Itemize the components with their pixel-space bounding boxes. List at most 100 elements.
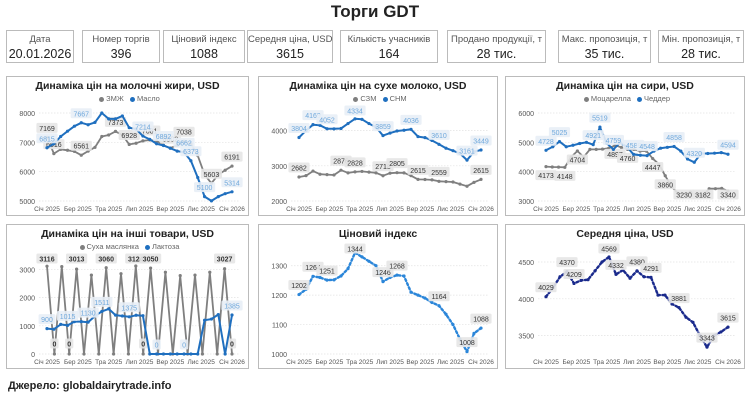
data-point: [332, 173, 336, 177]
y-tick-label: 3000: [518, 199, 534, 206]
data-point: [168, 146, 172, 150]
data-point: [230, 313, 234, 317]
data-label: 5603: [200, 168, 223, 179]
data-label: 1015: [56, 310, 79, 321]
kpi-value: 164: [378, 47, 400, 61]
svg-text:1268: 1268: [389, 264, 405, 271]
x-tick-label: Тра 2025: [593, 206, 620, 213]
data-label: 3060: [95, 253, 117, 264]
kpi-label: Мін. пропозиція, т: [661, 34, 741, 45]
svg-text:3027: 3027: [217, 257, 233, 264]
data-point: [479, 326, 483, 330]
data-point: [193, 273, 197, 277]
data-label: 4548: [636, 141, 658, 152]
data-point: [416, 134, 420, 139]
svg-text:7038: 7038: [176, 130, 192, 137]
x-tick-label: Вер 2025: [653, 206, 681, 213]
svg-text:0: 0: [67, 342, 71, 349]
svg-text:6373: 6373: [183, 149, 199, 156]
data-point: [52, 151, 56, 156]
data-point: [59, 322, 63, 327]
svg-text:5603: 5603: [204, 172, 220, 179]
data-point: [223, 267, 227, 271]
data-point: [311, 123, 315, 127]
data-point: [635, 269, 639, 273]
data-point: [59, 134, 63, 139]
data-point: [600, 260, 604, 264]
data-point: [175, 149, 179, 153]
data-point: [75, 267, 79, 271]
svg-text:7214: 7214: [135, 125, 151, 132]
x-tick-label: Бер 2025: [315, 359, 343, 366]
legend-label: СЗМ: [360, 94, 377, 103]
chart-price-index: 1000 1100 1200 1300 Січ 2025 Бер 2025 Тра 2025…: [258, 224, 498, 369]
data-point: [607, 255, 611, 259]
data-point: [45, 146, 49, 150]
data-point: [200, 352, 204, 356]
data-point: [223, 352, 227, 356]
data-label: 1511: [91, 296, 113, 307]
data-point: [297, 135, 301, 140]
data-label: 6928: [118, 129, 140, 140]
data-point: [72, 124, 77, 128]
data-label: 4858: [663, 131, 685, 142]
data-point: [677, 305, 681, 310]
data-label: 3340: [717, 189, 739, 200]
data-label: 4173: [535, 170, 557, 181]
kpi-value: 35 тис.: [584, 47, 625, 61]
data-point: [651, 156, 655, 161]
chart-legend: СЗМ СНМ: [259, 94, 497, 103]
data-point: [402, 274, 406, 278]
data-point: [45, 264, 49, 268]
data-label: 1344: [344, 243, 366, 254]
data-point: [409, 174, 413, 178]
data-point: [216, 312, 220, 317]
data-point: [100, 309, 104, 314]
data-point: [79, 153, 83, 157]
kpi-value: 1088: [190, 47, 218, 61]
x-tick-label: Січ 2025: [34, 205, 60, 213]
data-point: [658, 146, 663, 150]
data-point: [86, 320, 90, 324]
data-label: 1375: [118, 302, 140, 313]
data-point: [107, 133, 111, 137]
legend-marker-icon: [79, 244, 85, 250]
data-point: [575, 149, 579, 153]
data-label: 5314: [221, 177, 243, 188]
chart-plot: 1000 1100 1200 1300 Січ 2025 Бер 2025 Тра 2025…: [271, 243, 494, 366]
x-tick-label: Лип 2025: [376, 359, 404, 366]
svg-text:2682: 2682: [291, 165, 307, 172]
data-point: [594, 147, 598, 151]
svg-text:4759: 4759: [606, 138, 622, 145]
x-tick-label: Лис 2025: [684, 359, 712, 366]
svg-text:3343: 3343: [699, 336, 715, 343]
svg-text:6561: 6561: [73, 144, 89, 151]
data-label: 4759: [602, 134, 625, 145]
y-tick-label: 5000: [518, 140, 534, 147]
data-point: [65, 323, 70, 327]
svg-text:4594: 4594: [720, 143, 736, 150]
chart-plot: 0 1000 2000 3000 Січ 2025 Бер 2025 Тра 2025 Лип…: [19, 253, 245, 366]
chart-average-price: 3500 4000 4500 Січ 2025 Бер 2025 Тра 2025 Лип …: [505, 224, 745, 369]
chart-title: Динаміка цін на сухе молоко, USD: [289, 80, 467, 92]
x-tick-label: Січ 2025: [34, 358, 60, 366]
legend-label: СНМ: [389, 94, 407, 103]
data-point: [175, 352, 179, 356]
kpi-value: 28 тис.: [681, 47, 721, 61]
svg-text:4589: 4589: [626, 143, 642, 150]
data-point: [100, 111, 104, 115]
chart-other-products: 0 1000 2000 3000 Січ 2025 Бер 2025 Тра 2025 Лип…: [6, 224, 249, 369]
svg-text:2805: 2805: [389, 161, 405, 168]
data-point: [65, 148, 70, 152]
data-point: [388, 131, 392, 135]
data-label: 1008: [456, 337, 478, 348]
svg-text:4029: 4029: [538, 285, 554, 292]
data-point: [141, 139, 145, 143]
data-label: 3161: [456, 145, 478, 156]
data-point: [423, 177, 427, 182]
data-label: 2805: [386, 158, 408, 169]
x-tick-label: Вер 2025: [156, 206, 184, 213]
data-point: [230, 164, 234, 168]
data-point: [339, 126, 343, 131]
legend-label: Моцарелла: [590, 94, 631, 103]
